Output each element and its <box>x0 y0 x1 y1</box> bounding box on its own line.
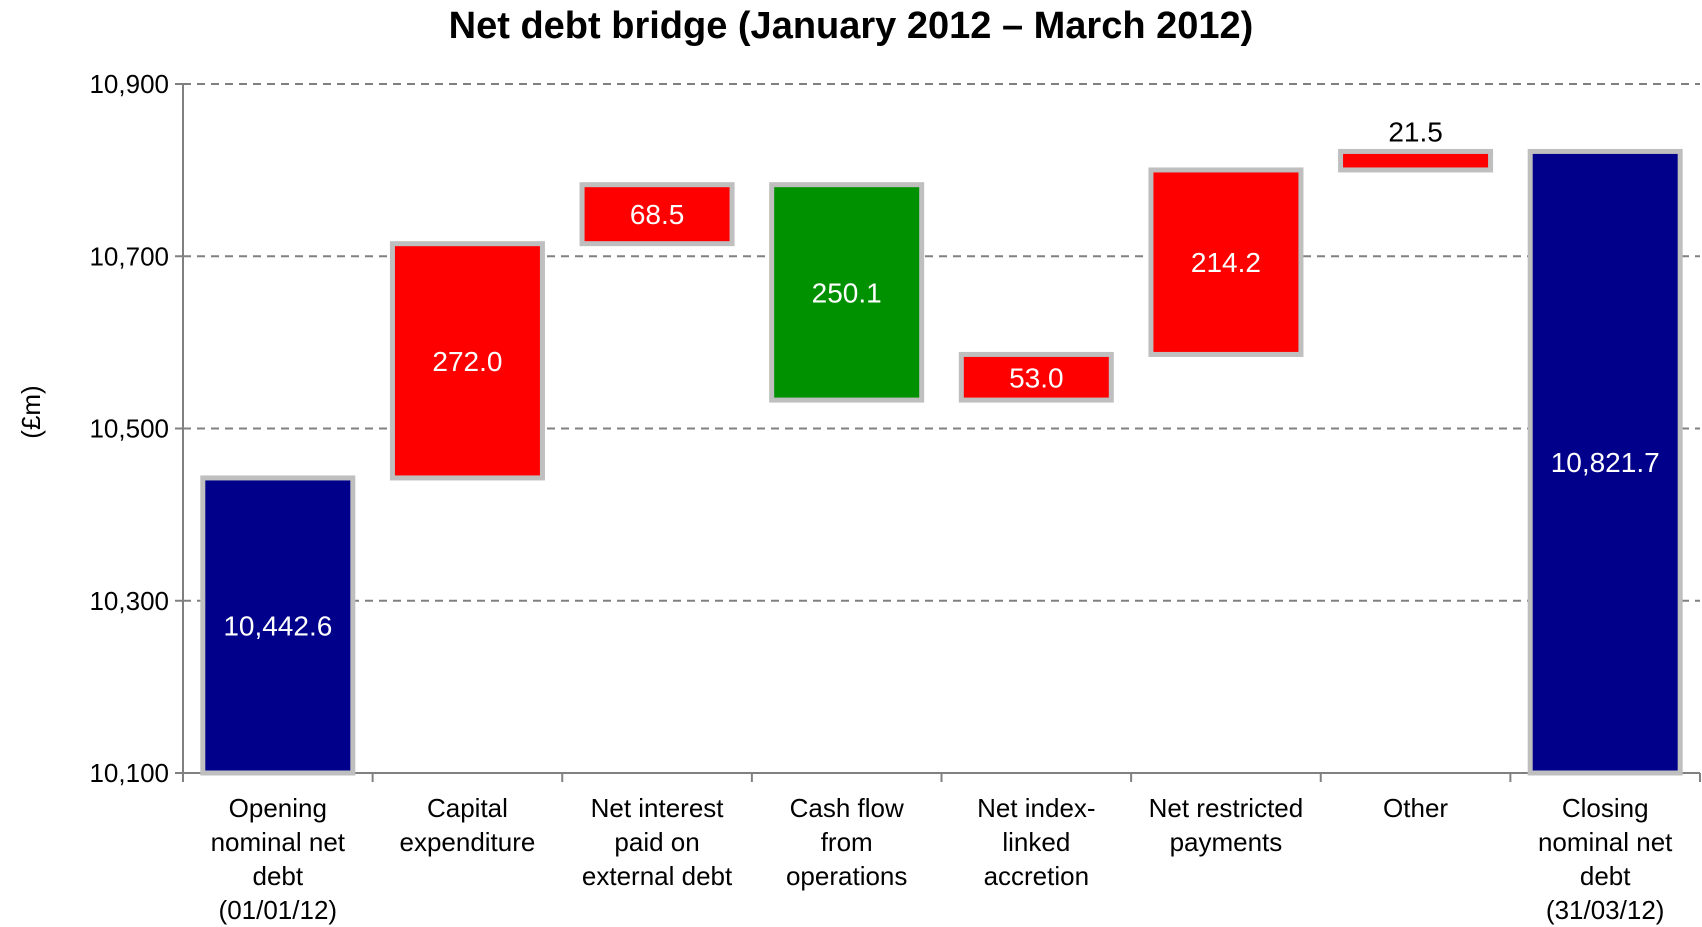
bar-total <box>1527 148 1683 776</box>
chart-title: Net debt bridge (January 2012 – March 20… <box>449 5 1254 47</box>
data-label: 68.5 <box>630 199 685 230</box>
x-category-label: Net interest paid on external debt <box>582 793 733 891</box>
x-category-label: Net restricted payments <box>1149 793 1304 857</box>
y-tick-label: 10,700 <box>89 241 169 271</box>
data-labels: 10,442.6 272.0 68.5 250.1 53.0 214.2 21.5 10,82… <box>223 116 1659 641</box>
x-category-label: Other <box>1383 793 1448 823</box>
data-label: 53.0 <box>1009 362 1064 393</box>
data-label: 10,442.6 <box>223 610 332 641</box>
y-tick-label: 10,500 <box>89 414 169 444</box>
bar-total <box>200 475 356 776</box>
data-label: 10,821.7 <box>1551 447 1660 478</box>
bar-decrease <box>769 182 925 403</box>
data-label: 272.0 <box>432 346 502 377</box>
bar-increase <box>579 182 735 247</box>
y-axis-label: (£m) <box>16 385 46 438</box>
x-category-label: Net index-linked accretion <box>977 793 1096 891</box>
data-label: 214.2 <box>1191 247 1261 278</box>
x-category-label: Closing nominal net debt (31/03/12) <box>1538 793 1673 925</box>
bar-increase <box>1148 167 1304 357</box>
x-category-label: Capital expenditure <box>399 793 535 857</box>
bars <box>200 148 1683 776</box>
bar-increase <box>389 241 545 481</box>
y-tick-label: 10,300 <box>89 586 169 616</box>
y-tick-label: 10,900 <box>89 69 169 99</box>
data-label: 21.5 <box>1388 116 1443 147</box>
y-tick-label: 10,100 <box>89 758 169 788</box>
x-category-label: Cash flow from operations <box>786 793 907 891</box>
data-label: 250.1 <box>812 277 882 308</box>
bar-increase <box>958 351 1114 403</box>
bar-increase <box>1338 148 1494 173</box>
x-category-label: Opening nominal net debt (01/01/12) <box>211 793 346 925</box>
axes: 10,100 10,300 10,500 10,700 10,900 Opening nom… <box>89 69 1701 925</box>
